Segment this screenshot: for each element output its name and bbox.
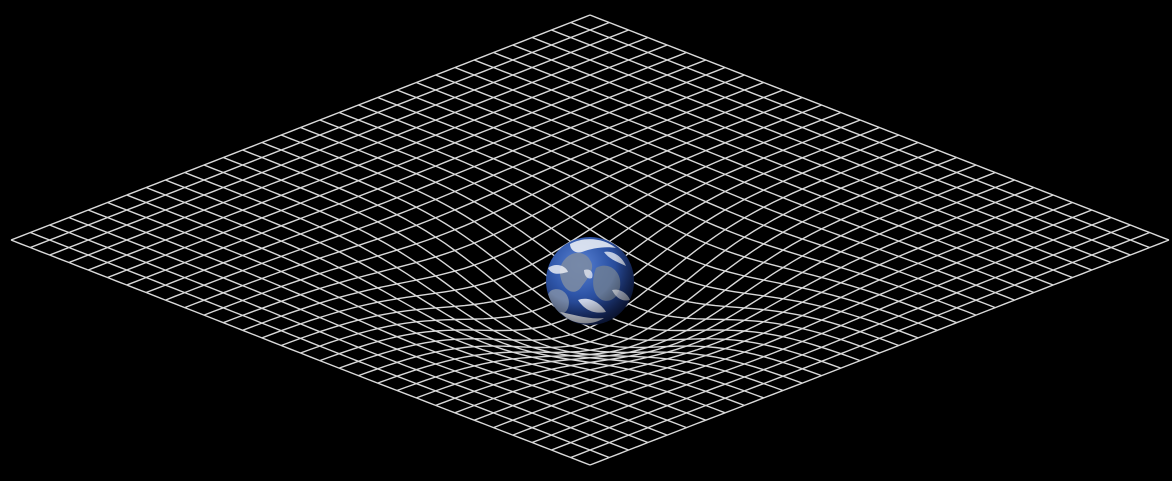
grid-line-u <box>589 239 1170 466</box>
grid-line-v <box>10 239 591 466</box>
grid-line-v <box>107 201 687 429</box>
spacetime-grid <box>10 14 1170 466</box>
earth-shading <box>546 237 634 325</box>
grid-line-u <box>512 209 1093 436</box>
grid-line-u <box>570 231 1150 459</box>
grid-line-u <box>531 216 1112 444</box>
grid-line-v <box>87 209 668 436</box>
grid-line-u <box>551 224 1131 451</box>
earth-globe <box>546 237 634 325</box>
grid-line-v <box>30 231 610 459</box>
grid-line-v <box>68 216 649 444</box>
grid-line-v <box>49 224 629 451</box>
